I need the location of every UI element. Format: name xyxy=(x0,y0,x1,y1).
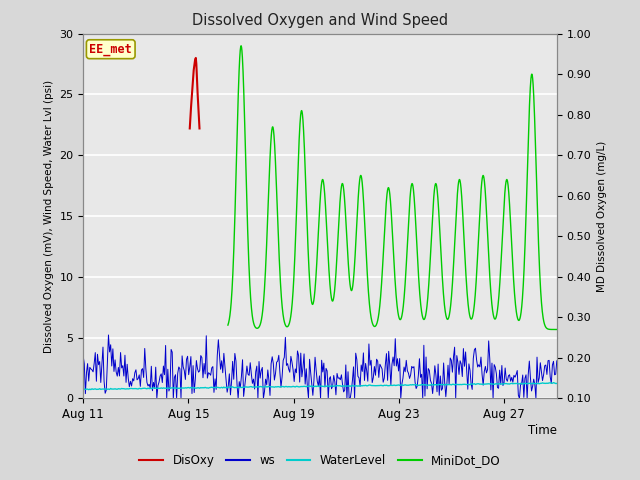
Legend: DisOxy, ws, WaterLevel, MiniDot_DO: DisOxy, ws, WaterLevel, MiniDot_DO xyxy=(134,449,506,472)
X-axis label: Time: Time xyxy=(528,424,557,437)
Text: EE_met: EE_met xyxy=(90,43,132,56)
Y-axis label: Dissolved Oxygen (mV), Wind Speed, Water Lvl (psi): Dissolved Oxygen (mV), Wind Speed, Water… xyxy=(44,79,54,353)
Title: Dissolved Oxygen and Wind Speed: Dissolved Oxygen and Wind Speed xyxy=(192,13,448,28)
Y-axis label: MD Dissolved Oxygen (mg/L): MD Dissolved Oxygen (mg/L) xyxy=(597,140,607,292)
